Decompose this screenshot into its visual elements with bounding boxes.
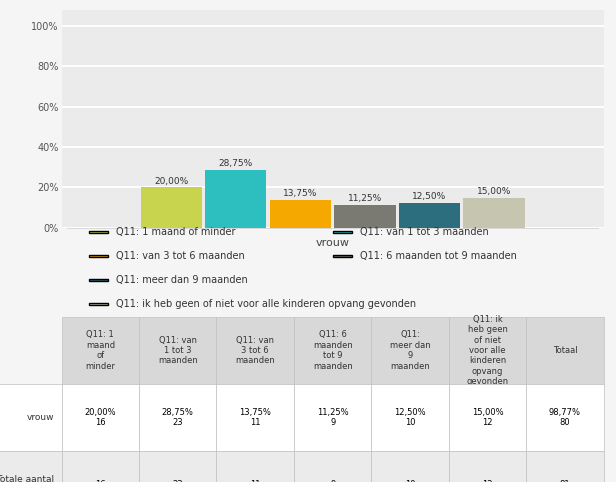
Text: Q11: 6 maanden tot 9 maanden: Q11: 6 maanden tot 9 maanden — [360, 251, 517, 261]
Bar — [270, 200, 331, 228]
Bar — [205, 170, 267, 228]
FancyBboxPatch shape — [89, 303, 108, 305]
Text: Q11: van 1 tot 3 maanden: Q11: van 1 tot 3 maanden — [360, 227, 488, 237]
Text: 20,00%: 20,00% — [154, 177, 188, 186]
Text: Q11: 1 maand of minder: Q11: 1 maand of minder — [116, 227, 235, 237]
Text: Q11: meer dan 9 maanden: Q11: meer dan 9 maanden — [116, 275, 248, 285]
FancyBboxPatch shape — [89, 279, 108, 281]
Bar — [399, 202, 460, 228]
Text: 15,00%: 15,00% — [477, 187, 511, 196]
FancyBboxPatch shape — [333, 255, 352, 257]
Bar — [463, 198, 525, 228]
Text: 12,50%: 12,50% — [412, 192, 447, 201]
Text: 28,75%: 28,75% — [219, 159, 253, 168]
FancyBboxPatch shape — [89, 255, 108, 257]
Text: 13,75%: 13,75% — [283, 189, 318, 199]
Text: Q11: ik heb geen of niet voor alle kinderen opvang gevonden: Q11: ik heb geen of niet voor alle kinde… — [116, 299, 416, 309]
Text: Q11: van 3 tot 6 maanden: Q11: van 3 tot 6 maanden — [116, 251, 245, 261]
FancyBboxPatch shape — [333, 231, 352, 233]
FancyBboxPatch shape — [89, 231, 108, 233]
Text: 11,25%: 11,25% — [348, 194, 382, 203]
Bar — [140, 187, 202, 228]
Bar — [334, 205, 395, 228]
